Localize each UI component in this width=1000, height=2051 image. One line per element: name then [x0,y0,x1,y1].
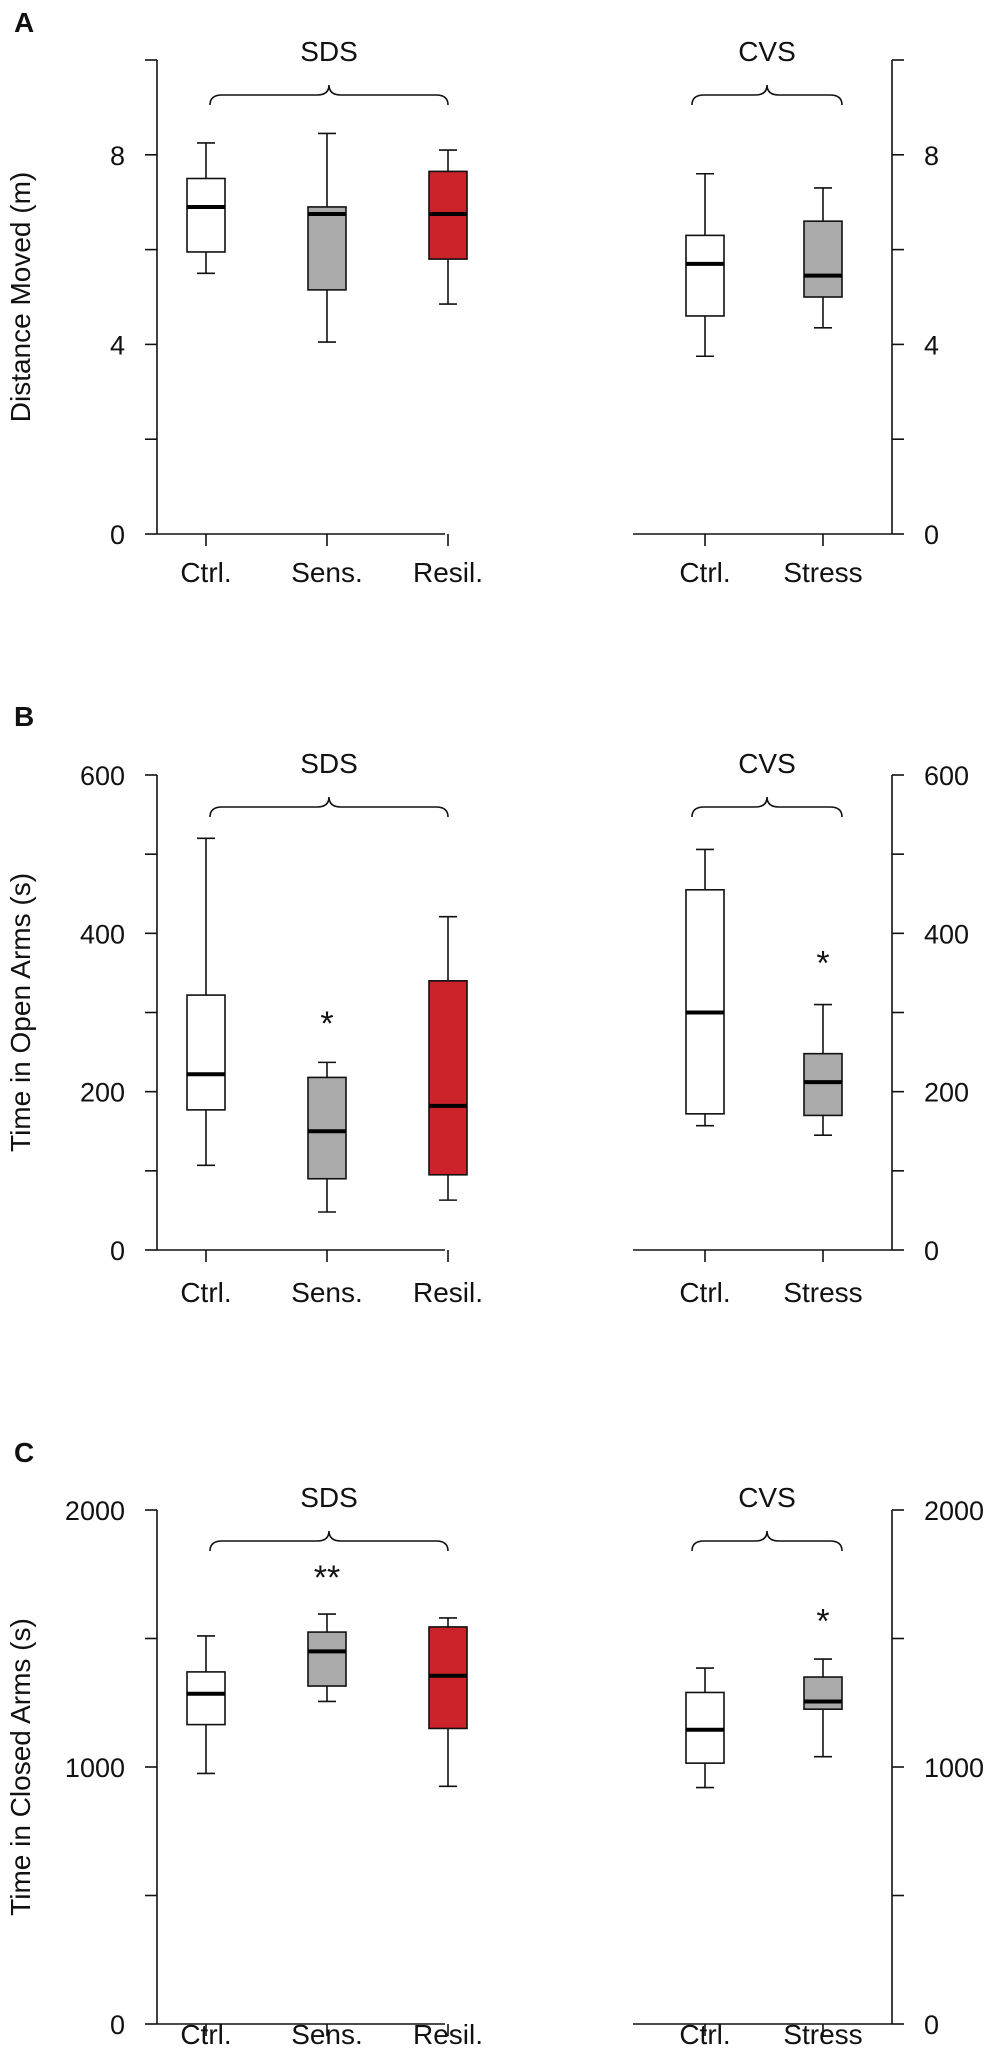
box-iqr [307,1631,347,1687]
category-label: Ctrl. [180,2019,231,2050]
y-tick-label: 0 [110,2010,125,2040]
group-cvs: 0 1000 2000 CVS Ctrl. Stress [633,1482,984,2050]
box-iqr [307,1076,347,1180]
y-tick-label: 1000 [65,1753,125,1783]
box-iqr [186,1671,226,1726]
group-label: SDS [300,1482,358,1513]
y-tick-label: 0 [110,520,125,550]
panel-A: A Distance Moved (m) 0 4 8 SDS Ctrl. Sens. Resil… [5,7,939,588]
box-iqr [428,980,468,1176]
group-brace [691,84,843,106]
box-iqr [307,206,347,291]
group-cvs: 0 200 400 600 CVS Ctrl. Stress [633,748,969,1308]
y-tick-label: 4 [924,330,939,360]
y-tick-label: 1000 [924,1753,984,1783]
y-axis-title: Time in Closed Arms (s) [5,1618,36,1916]
group-label: CVS [738,748,796,779]
y-tick-label: 200 [924,1078,969,1108]
category-label: Resil. [413,1277,483,1308]
significance-marker: * [816,1603,829,1641]
box-resil: Resil. [413,915,483,1308]
box-ctrl: Ctrl. [679,172,731,588]
panel-letter: A [14,7,34,38]
y-tick-label: 4 [110,330,125,360]
box-iqr [803,1676,843,1710]
box-iqr [685,234,725,317]
category-label: Ctrl. [180,1277,231,1308]
box-iqr [803,1052,843,1117]
box-iqr [186,177,226,253]
category-label: Ctrl. [679,1277,730,1308]
significance-marker: ** [314,1559,340,1597]
category-label: Stress [783,557,862,588]
panel-C: C Time in Closed Arms (s) 0 1000 2000 SDS Ctrl… [5,1437,984,2050]
box-iqr [685,888,725,1115]
category-label: Sens. [291,2019,363,2050]
y-tick-label: 200 [80,1078,125,1108]
category-label: Stress [783,1277,862,1308]
y-tick-label: 0 [924,520,939,550]
box-stress: Stress [783,1658,863,2050]
y-tick-label: 0 [110,1236,125,1266]
category-label: Ctrl. [679,2019,730,2050]
category-label: Ctrl. [679,557,730,588]
category-label: Resil. [413,2019,483,2050]
y-axis-title: Distance Moved (m) [5,172,36,423]
category-label: Resil. [413,557,483,588]
box-iqr [186,994,226,1111]
category-label: Ctrl. [180,557,231,588]
box-resil: Resil. [413,149,483,588]
box-ctrl: Ctrl. [679,1667,731,2050]
box-sens: Sens. [291,132,363,588]
group-brace [209,1530,449,1552]
group-cvs: 0 4 8 CVS Ctrl. Stress [633,36,939,588]
group-sds: 0 1000 2000 SDS Ctrl. Sens. Resil. [65,1482,483,2050]
group-label: SDS [300,748,358,779]
y-tick-label: 2000 [65,1496,125,1526]
group-label: SDS [300,36,358,67]
category-label: Stress [783,2019,862,2050]
box-sens: Sens. [291,1061,363,1308]
significance-marker: * [816,945,829,983]
y-tick-label: 8 [924,141,939,171]
y-tick-label: 2000 [924,1496,984,1526]
category-label: Sens. [291,557,363,588]
group-brace [691,1530,843,1552]
panel-letter: C [14,1437,34,1468]
y-tick-label: 400 [80,919,125,949]
group-label: CVS [738,1482,796,1513]
box-ctrl: Ctrl. [679,848,731,1308]
group-sds: 0 4 8 SDS Ctrl. Sens. Resil. [110,36,483,588]
box-ctrl: Ctrl. [180,837,232,1308]
y-axis-title: Time in Open Arms (s) [5,873,36,1152]
panel-B: B Time in Open Arms (s) 0 200 400 600 SDS Ctrl.… [5,701,969,1308]
box-stress: Stress [783,1003,863,1308]
y-tick-label: 600 [80,761,125,791]
y-tick-label: 400 [924,919,969,949]
group-brace [209,796,449,818]
panel-letter: B [14,701,34,732]
y-tick-label: 8 [110,141,125,171]
group-brace [691,796,843,818]
group-label: CVS [738,36,796,67]
category-label: Sens. [291,1277,363,1308]
box-ctrl: Ctrl. [180,1635,232,2050]
group-sds: 0 200 400 600 SDS Ctrl. Sens. Resil. [80,748,483,1308]
group-brace [209,84,449,106]
significance-marker: * [320,1005,333,1043]
box-iqr [803,220,843,298]
box-resil: Resil. [413,1617,483,2050]
box-ctrl: Ctrl. [180,142,232,588]
y-tick-label: 600 [924,761,969,791]
box-stress: Stress [783,187,863,588]
y-tick-label: 0 [924,1236,939,1266]
box-sens: Sens. [291,1613,363,2050]
y-tick-label: 0 [924,2010,939,2040]
